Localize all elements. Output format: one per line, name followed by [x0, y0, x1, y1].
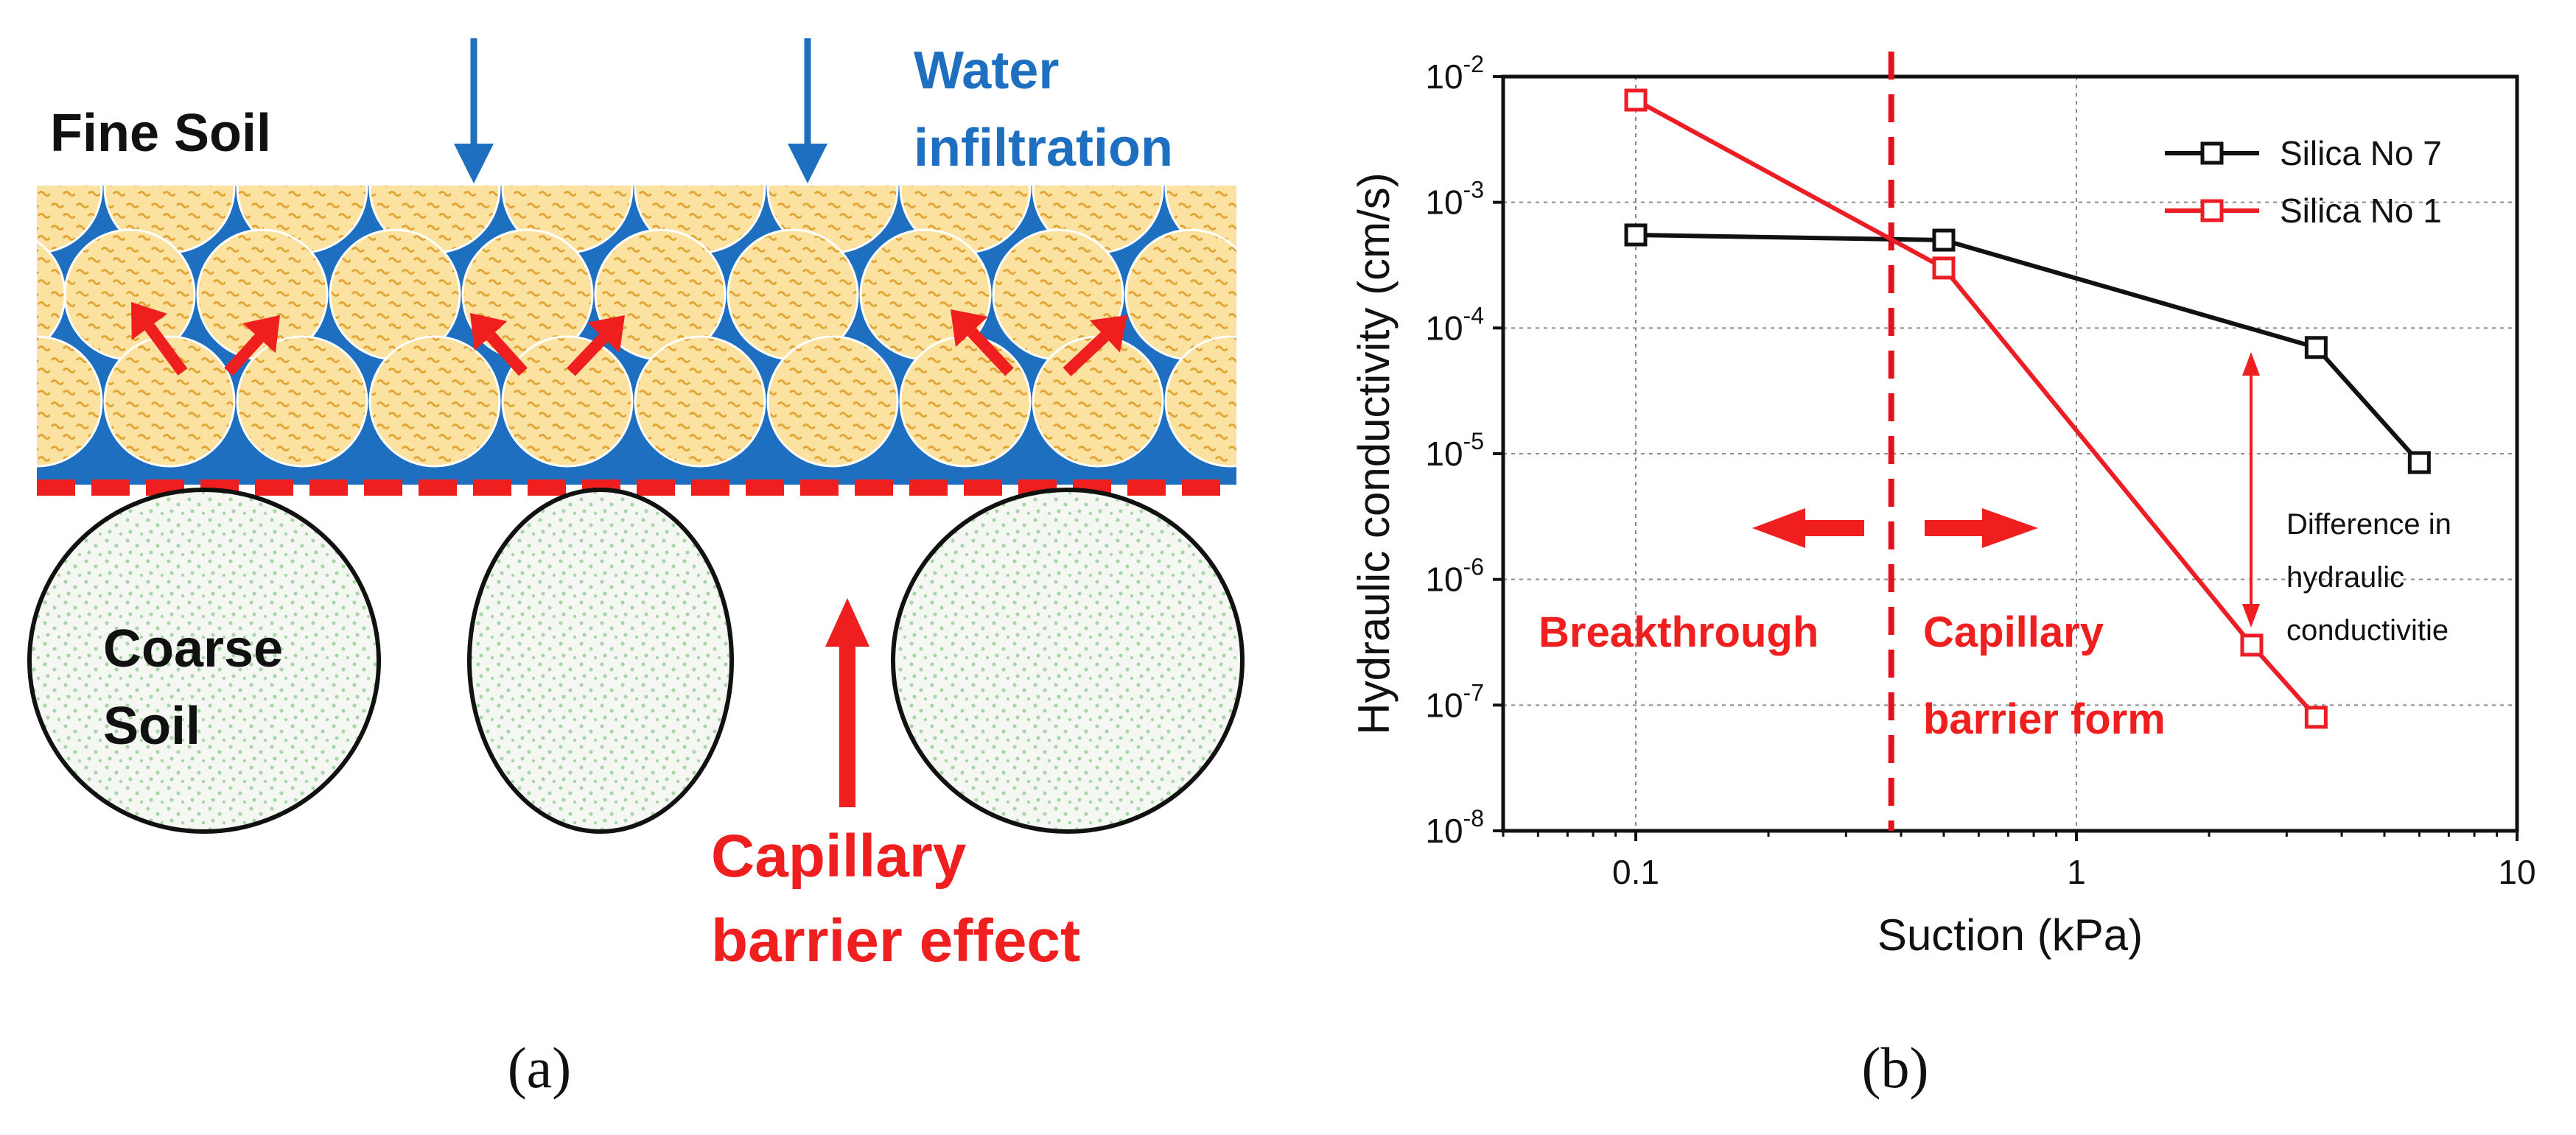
caption-a: (a) — [507, 1036, 572, 1100]
coarse-grain-2 — [467, 488, 734, 834]
fine-grain-28 — [899, 335, 1032, 468]
left-arrow-head — [1752, 508, 1805, 548]
series-1-point-4 — [2407, 451, 2431, 474]
difference-line1: Difference in — [2286, 508, 2451, 541]
panel-b-chart: 10-2 10-3 10-4 10-5 10-6 10-7 10-8 0.1 1 10 Suct… — [1349, 51, 2536, 960]
legend-label-1: Silica No 7 — [2280, 134, 2442, 172]
series-1-point-1 — [1624, 223, 1648, 247]
coarse-soil-line2: Soil — [103, 697, 200, 756]
y-tick-label-6: 10-7 — [1425, 679, 1484, 724]
caption-b: (b) — [1861, 1036, 1929, 1100]
plot-frame — [1501, 74, 2519, 833]
capillary-arrow-2 — [224, 334, 264, 376]
fine-grain-23 — [236, 335, 368, 468]
x-tick-labels: 0.1 1 10 — [1612, 853, 2536, 891]
legend-label-2: Silica No 1 — [2280, 191, 2442, 230]
x-tick-label-1: 0.1 — [1612, 853, 1659, 891]
capillary-arrow-6 — [1063, 331, 1109, 376]
legend-marker-2 — [2200, 199, 2224, 222]
y-tick-label-1: 10-2 — [1425, 51, 1484, 96]
breakthrough-label: Breakthrough — [1539, 608, 1819, 656]
fine-soil-grains — [37, 186, 1236, 468]
series-1-point-3 — [2304, 336, 2328, 359]
capillary-arrows — [131, 302, 1127, 376]
difference-line2: hydraulic — [2286, 561, 2404, 594]
series-line-1 — [1635, 233, 2421, 465]
x-tick-label-3: 10 — [2498, 853, 2535, 891]
y-tick-label-2: 10-3 — [1425, 177, 1484, 222]
capillary-form-line2: barrier form — [1923, 695, 2166, 743]
series-line-2 — [1634, 98, 2318, 719]
x-tick-label-2: 1 — [2067, 853, 2086, 891]
capillary-form-line1: Capillary — [1923, 608, 2104, 656]
y-tick-label-7: 10-8 — [1425, 805, 1484, 850]
series-2-point-4 — [2304, 706, 2328, 729]
chart-grid — [1503, 77, 2517, 831]
y-tick-label-5: 10-6 — [1425, 554, 1484, 599]
panel-a-diagram: Fine Soil Water infiltration Coarse Soil… — [27, 38, 1245, 974]
fine-grain-21 — [37, 335, 103, 468]
capillary-barrier-line1: Capillary — [711, 823, 967, 890]
chart-series — [1624, 88, 2431, 729]
capillary-arrow-head-4 — [587, 315, 625, 354]
fine-grain-29 — [1032, 335, 1164, 468]
capillary-arrow-5 — [967, 328, 1014, 376]
series-1-point-2 — [1932, 228, 1956, 252]
capillary-arrow-head-6 — [1089, 315, 1127, 353]
coarse-grain-1 — [27, 488, 381, 834]
coarse-soil-line1: Coarse — [103, 619, 283, 678]
fine-grain-22 — [103, 335, 236, 468]
fine-grain-27 — [766, 335, 899, 468]
series-2-point-1 — [1624, 88, 1648, 112]
fine-grain-24 — [368, 335, 501, 468]
capillary-arrow-head-5 — [951, 309, 988, 348]
coarse-grain-3 — [891, 488, 1245, 834]
capillary-arrow-head-1 — [131, 302, 168, 340]
capillary-arrow-head-3 — [470, 313, 508, 351]
y-axis-label: Hydraulic conductivity (cm/s) — [1349, 172, 1399, 735]
series-2-point-2 — [1932, 256, 1956, 280]
capillary-barrier-line2: barrier effect — [711, 907, 1080, 974]
series-2-point-3 — [2240, 633, 2264, 657]
capillary-arrow-4 — [567, 333, 608, 376]
fine-grain-25 — [501, 335, 634, 468]
legend-marker-1 — [2200, 141, 2224, 165]
difference-arrow-top-head — [2242, 352, 2260, 376]
capillary-arrow-head-2 — [242, 315, 280, 354]
fine-grain-30 — [1164, 335, 1236, 468]
right-arrow-head — [1982, 508, 2038, 548]
water-label-line1: Water — [914, 41, 1059, 100]
x-axis-label: Suction (kPa) — [1877, 910, 2143, 960]
y-tick-label-4: 10-5 — [1425, 428, 1484, 473]
chart-legend: Silica No 7 Silica No 1 — [2165, 134, 2442, 230]
fine-soil-label: Fine Soil — [50, 104, 271, 163]
capillary-arrow-1 — [144, 323, 188, 376]
capillary-arrow-3 — [486, 331, 528, 376]
y-tick-label-3: 10-4 — [1425, 302, 1484, 347]
difference-line3: conductivitie — [2286, 614, 2449, 647]
water-label-line2: infiltration — [914, 119, 1173, 178]
difference-arrow-bottom-head — [2242, 604, 2260, 628]
y-tick-labels: 10-2 10-3 10-4 10-5 10-6 10-7 10-8 — [1425, 51, 1484, 850]
fine-grain-1 — [37, 186, 103, 254]
fine-grain-26 — [634, 335, 766, 468]
capillary-up-arrow-head — [825, 598, 869, 647]
